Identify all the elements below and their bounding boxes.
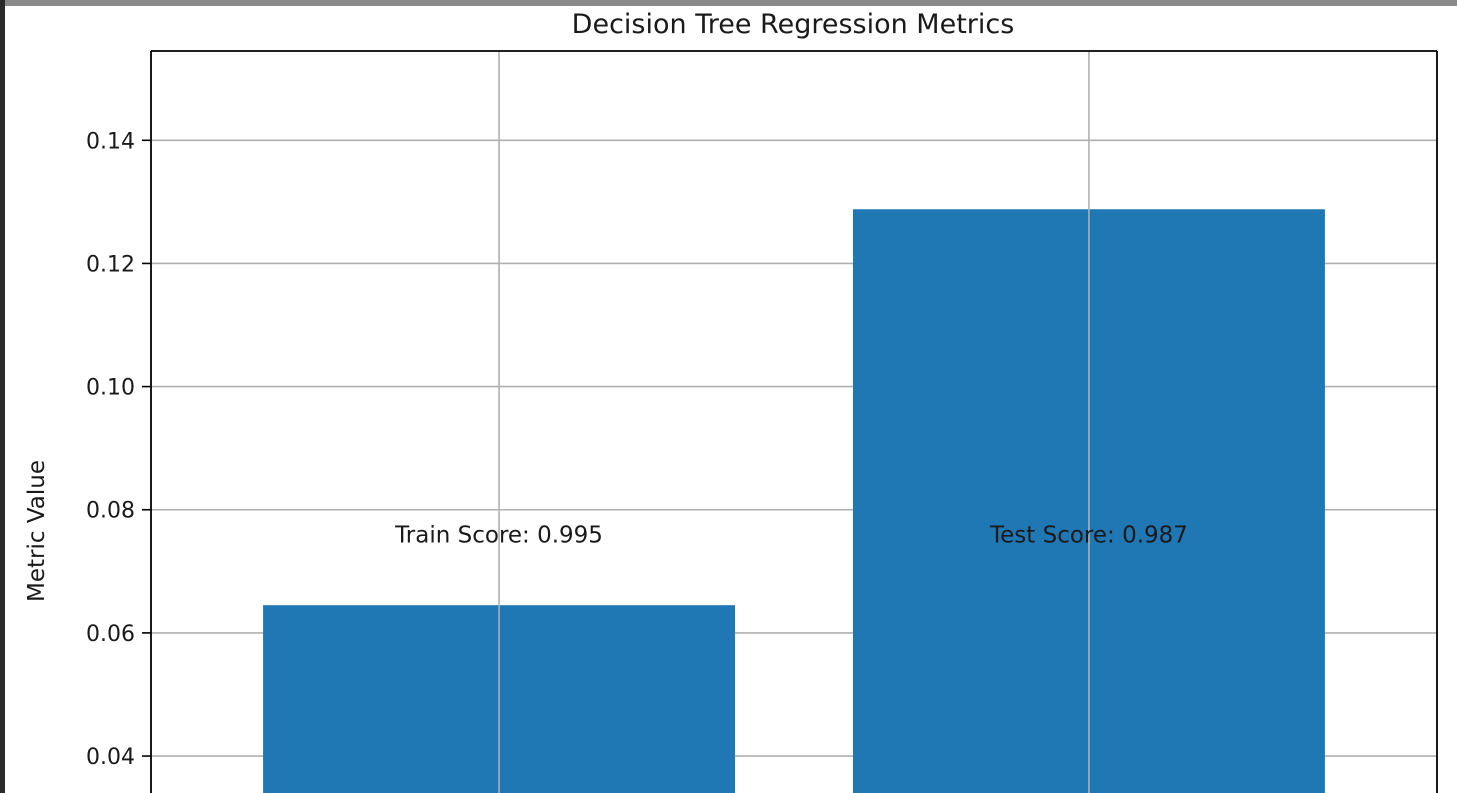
y-tick-label: 0.10: [86, 376, 135, 401]
y-tick-label: 0.14: [86, 129, 135, 154]
chart-title: Decision Tree Regression Metrics: [572, 9, 1015, 40]
bars: [263, 209, 1325, 793]
y-tick-label: 0.04: [86, 745, 135, 770]
window-left-border: [0, 0, 5, 793]
score-annotation: Test Score: 0.987: [989, 522, 1188, 548]
y-tick-label: 0.08: [86, 499, 135, 524]
vertical-grid-lines: [498, 51, 1090, 793]
axes: [142, 50, 1438, 793]
annotations: Train Score: 0.995 Test Score: 0.987: [394, 522, 1188, 548]
window-top-border: [0, 0, 1457, 6]
score-annotation: Train Score: 0.995: [394, 522, 603, 548]
y-tick-labels: 0.04 0.06 0.08 0.10 0.12 0.14: [86, 129, 135, 770]
y-tick-label: 0.12: [86, 252, 135, 277]
y-axis-label: Metric Value: [24, 460, 50, 602]
y-tick-label: 0.06: [86, 622, 135, 647]
